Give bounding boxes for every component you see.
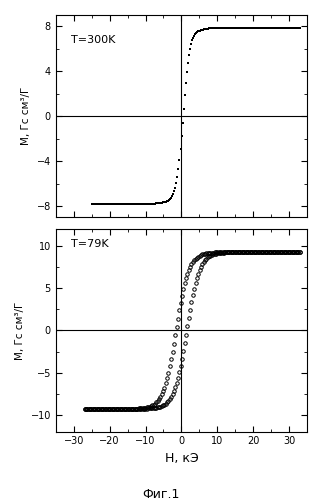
Text: T=300K: T=300K — [71, 35, 115, 45]
Y-axis label: M, Гс см³/Г: M, Гс см³/Г — [15, 302, 25, 360]
X-axis label: H, кЭ: H, кЭ — [165, 452, 198, 465]
Text: Фиг.1: Фиг.1 — [142, 488, 180, 500]
Text: T=79K: T=79K — [71, 240, 109, 250]
Y-axis label: M, Гс см³/Г: M, Гс см³/Г — [21, 87, 31, 145]
